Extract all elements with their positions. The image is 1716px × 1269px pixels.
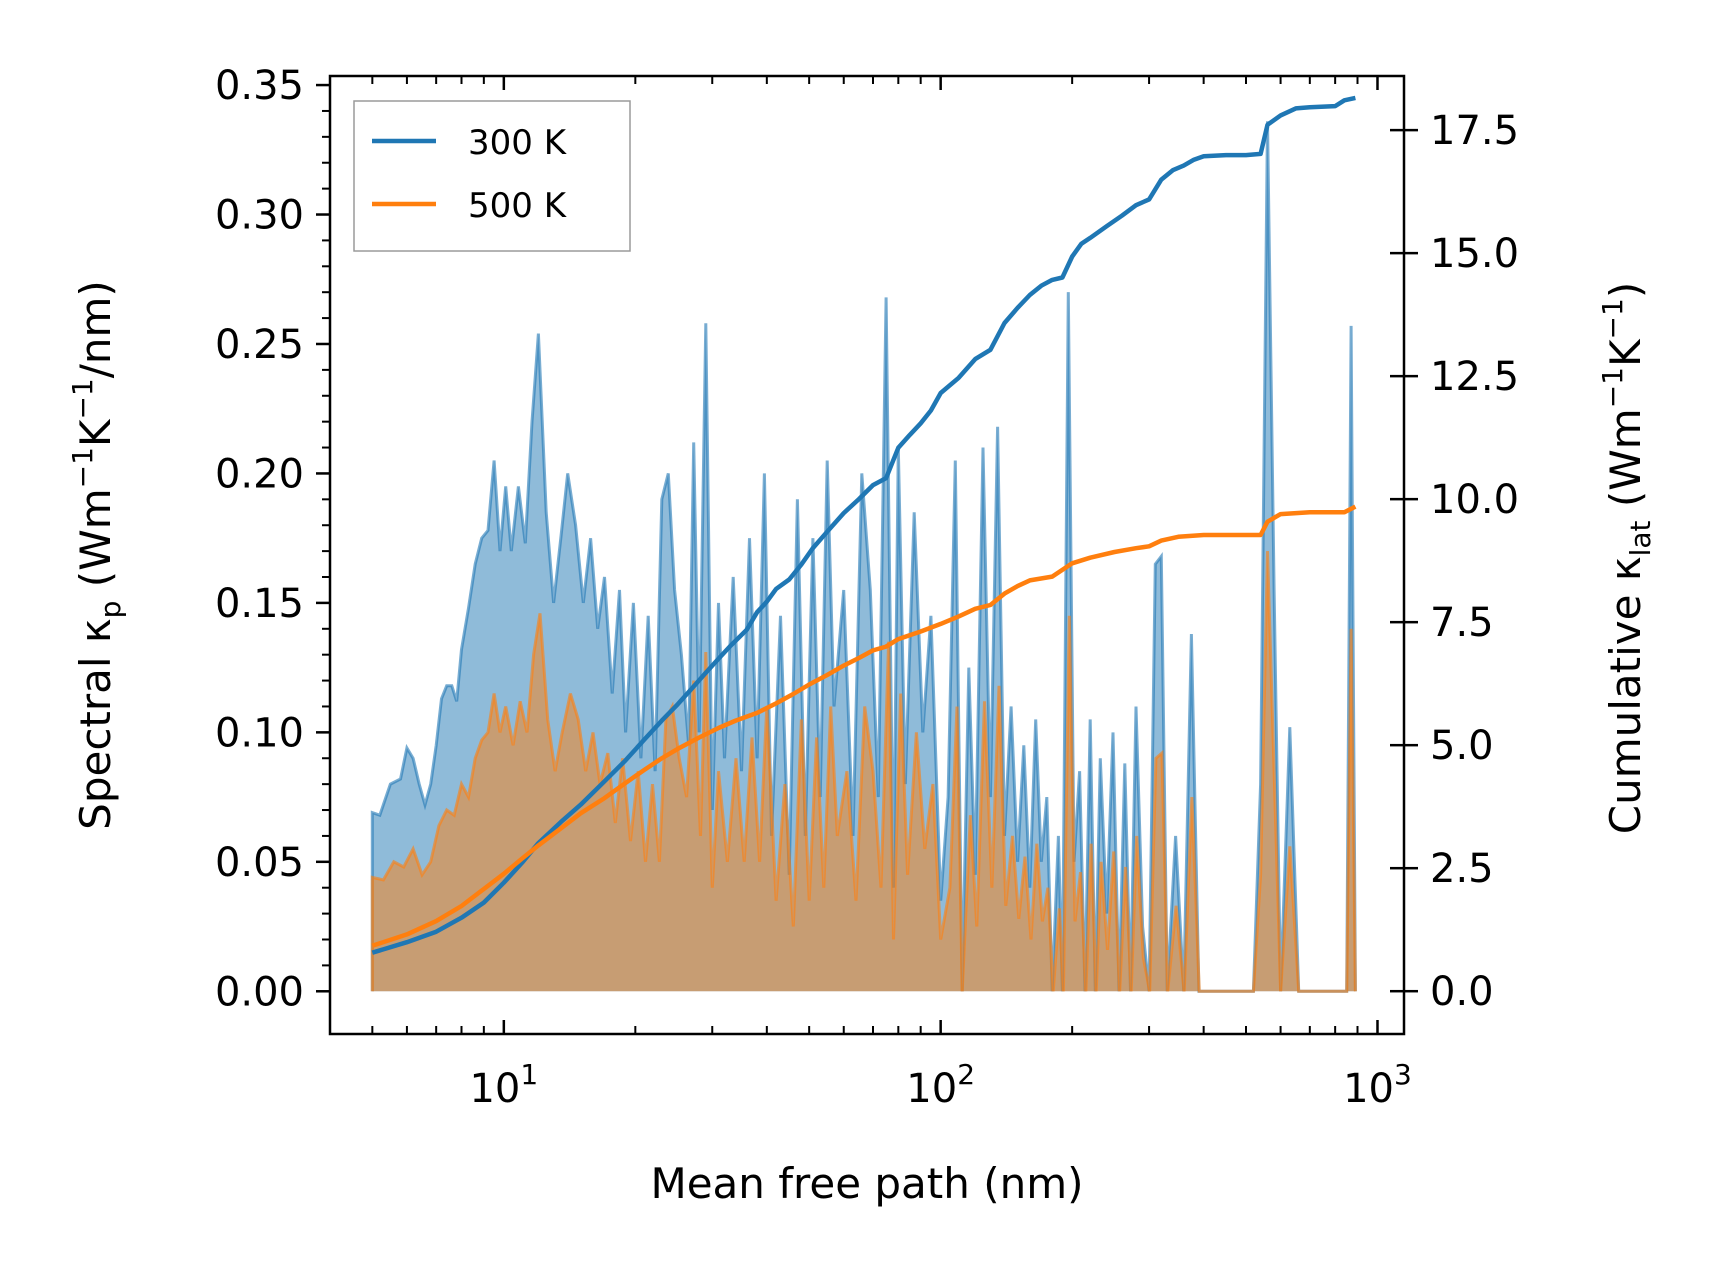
left-tick-label: 0.30 xyxy=(215,193,304,239)
x-tick-label: 102 xyxy=(906,1058,975,1112)
right-tick-label: 12.5 xyxy=(1430,354,1519,400)
right-axis-ticks: 0.0 2.5 5.0 7.5 10.0 12.5 15.0 17.5 xyxy=(1390,108,1519,1015)
right-tick-label: 10.0 xyxy=(1430,477,1519,523)
x-tick-label: 101 xyxy=(469,1058,538,1112)
x-tick-label-base: 10 xyxy=(1343,1066,1394,1112)
left-tick-label: 0.25 xyxy=(215,322,304,368)
left-axis-title-sup1: −1 xyxy=(66,447,99,488)
legend: 300 K 500 K xyxy=(353,100,631,252)
x-axis-title: Mean free path (nm) xyxy=(650,1159,1083,1208)
x-tick-label-exp: 2 xyxy=(957,1058,975,1091)
right-axis-title-sup2: −1 xyxy=(1596,298,1629,339)
right-axis-title-mid2: K xyxy=(1601,338,1650,367)
right-tick-label: 7.5 xyxy=(1430,600,1494,646)
right-axis-title-sub: lat xyxy=(1624,520,1657,556)
left-axis-title-mid2: K xyxy=(71,418,120,447)
right-tick-label: 15.0 xyxy=(1430,231,1519,277)
left-axis-title-sub: p xyxy=(94,601,127,619)
spectral-line-500k xyxy=(370,551,1357,993)
right-axis-title: Cumulative κlat (Wm−1K−1) xyxy=(1596,282,1657,834)
legend-label-300k: 300 K xyxy=(468,123,568,163)
x-tick-label-exp: 1 xyxy=(520,1058,538,1091)
left-tick-label: 0.10 xyxy=(215,710,304,756)
left-axis-title-mid: (Wm xyxy=(71,488,120,600)
right-axis-title-post: ) xyxy=(1601,282,1650,298)
left-axis-ticks: 0.00 0.05 0.10 0.15 0.20 0.25 0.30 0.35 xyxy=(215,63,330,1015)
x-tick-label-base: 10 xyxy=(906,1066,957,1112)
left-tick-label: 0.35 xyxy=(215,63,304,109)
left-axis-title: Spectral κp (Wm−1K−1/nm) xyxy=(66,280,127,830)
x-tick-label-base: 10 xyxy=(469,1066,520,1112)
x-axis-ticks: 101 102 103 xyxy=(329,76,1412,1112)
plot-frame xyxy=(328,74,1406,1036)
left-tick-label: 0.00 xyxy=(215,969,304,1015)
left-axis-title-pre: Spectral κ xyxy=(71,618,120,830)
right-tick-label: 0.0 xyxy=(1430,969,1494,1015)
x-tick-label-exp: 3 xyxy=(1394,1058,1412,1091)
spectral-area-300k xyxy=(372,121,1356,992)
cumulative-line-300k xyxy=(371,95,1356,955)
left-tick-label: 0.20 xyxy=(215,451,304,497)
left-axis-title-sup2: −1 xyxy=(66,378,99,419)
right-tick-label: 2.5 xyxy=(1430,846,1494,892)
legend-label-500k: 500 K xyxy=(468,186,568,226)
cumulative-line-500k xyxy=(371,504,1357,948)
left-tick-label: 0.05 xyxy=(215,840,304,886)
right-axis-title-sup1: −1 xyxy=(1596,367,1629,408)
left-tick-label: 0.15 xyxy=(215,581,304,627)
right-tick-label: 17.5 xyxy=(1430,108,1519,154)
right-axis-title-mid: (Wm xyxy=(1601,408,1650,520)
right-axis-title-pre: Cumulative κ xyxy=(1601,556,1650,834)
plot-series-layer xyxy=(370,95,1357,993)
x-tick-label: 103 xyxy=(1343,1058,1412,1112)
legend-box xyxy=(353,100,631,252)
right-tick-label: 5.0 xyxy=(1430,723,1494,769)
left-axis-title-post: /nm) xyxy=(71,280,120,378)
spectral-area-500k xyxy=(372,551,1356,992)
